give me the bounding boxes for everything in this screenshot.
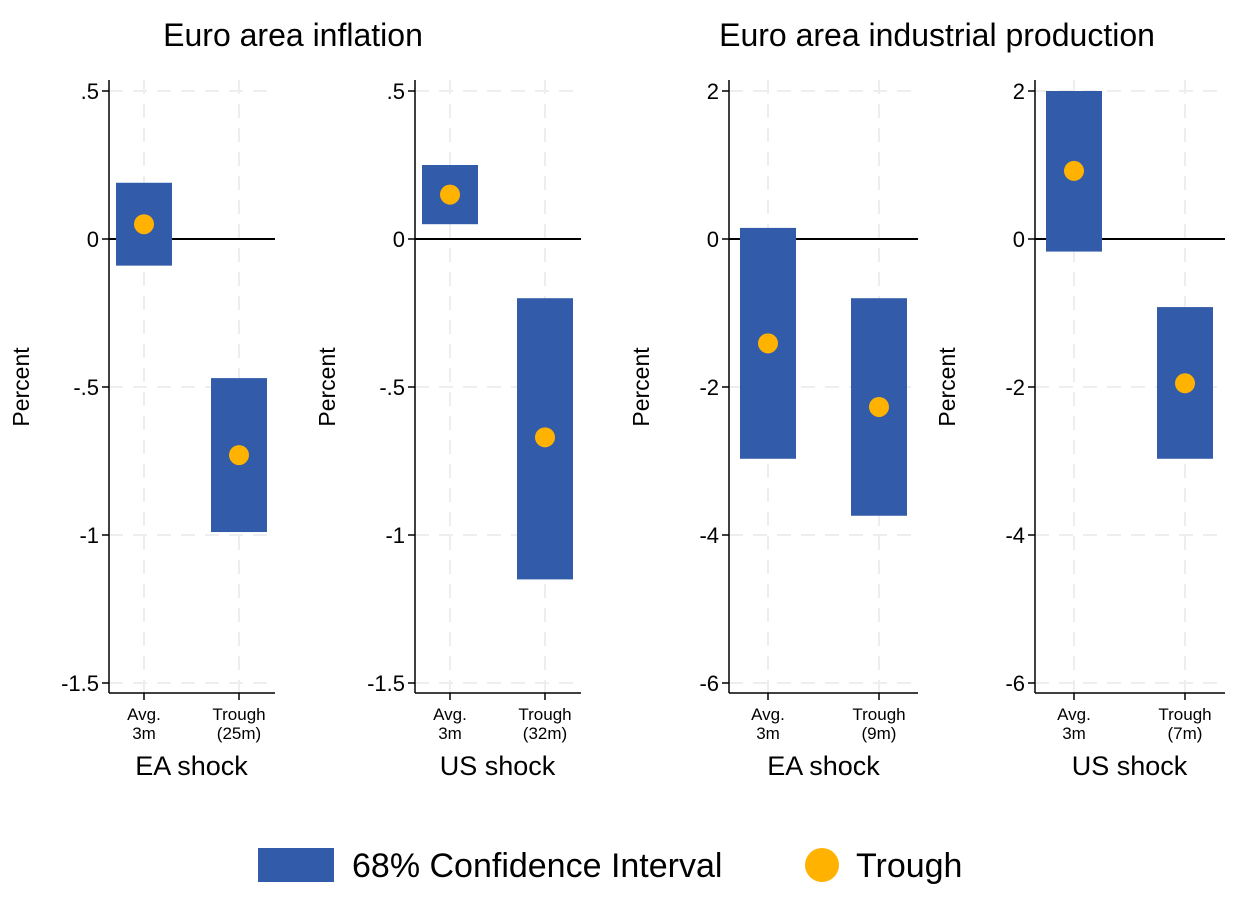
trough-point — [535, 427, 555, 448]
x-tick-label: Trough — [518, 705, 571, 724]
y-axis-title: Percent — [314, 347, 340, 427]
panel-3: 2 0 -2 -4 -6 Avg.3m Trough(9m) EA shock Percent — [628, 79, 918, 781]
y-tick-label: 0 — [1013, 227, 1025, 252]
x-tick-label: Trough — [212, 705, 265, 724]
x-tick-label: Trough — [1158, 705, 1211, 724]
trough-point — [1064, 160, 1084, 181]
y-tick-label: -1 — [79, 523, 99, 548]
x-axis-title: US shock — [440, 751, 556, 781]
y-tick-label: -2 — [1005, 375, 1025, 400]
y-tick-label: 2 — [707, 79, 719, 104]
y-tick-label: -4 — [699, 523, 719, 548]
x-tick-label: (7m) — [1168, 724, 1203, 743]
y-tick-label: 2 — [1013, 79, 1025, 104]
legend-ci-swatch — [258, 848, 334, 882]
panel-2: .5 0 -.5 -1 -1.5 Avg.3m Trough(32m) US shock Per… — [314, 79, 581, 781]
y-tick-label: -2 — [699, 375, 719, 400]
x-tick-label: Avg. — [433, 705, 467, 724]
x-tick-label: 3m — [1062, 724, 1086, 743]
x-axis-title: EA shock — [767, 751, 880, 781]
y-tick-label: -6 — [699, 671, 719, 696]
x-tick-label: 3m — [756, 724, 780, 743]
x-axis-title: US shock — [1072, 751, 1188, 781]
y-tick-label: -.5 — [379, 375, 405, 400]
y-axis-title: Percent — [8, 347, 34, 427]
trough-point — [1175, 373, 1195, 394]
y-tick-label: -1.5 — [367, 671, 405, 696]
y-axis-title: Percent — [628, 347, 654, 427]
y-tick-label: 0 — [87, 227, 99, 252]
trough-point — [229, 445, 249, 466]
y-tick-label: -6 — [1005, 671, 1025, 696]
trough-point — [134, 214, 154, 235]
y-tick-label: 0 — [707, 227, 719, 252]
x-tick-label: Avg. — [127, 705, 161, 724]
x-tick-label: 3m — [132, 724, 156, 743]
x-tick-label: Avg. — [751, 705, 785, 724]
trough-point — [440, 184, 460, 205]
y-tick-label: -1.5 — [61, 671, 99, 696]
x-tick-label: (25m) — [217, 724, 261, 743]
group-title-industrial-production: Euro area industrial production — [719, 17, 1155, 53]
trough-point — [758, 333, 778, 354]
x-tick-label: Trough — [852, 705, 905, 724]
x-tick-label: (9m) — [862, 724, 897, 743]
x-axis-title: EA shock — [135, 751, 248, 781]
y-tick-label: -1 — [385, 523, 405, 548]
y-axis-title: Percent — [934, 347, 960, 427]
legend-trough-marker — [805, 848, 839, 882]
y-tick-label: .5 — [81, 79, 99, 104]
x-tick-label: (32m) — [523, 724, 567, 743]
y-tick-label: 0 — [393, 227, 405, 252]
group-title-inflation: Euro area inflation — [163, 17, 423, 53]
x-tick-label: Avg. — [1057, 705, 1091, 724]
y-tick-label: -.5 — [73, 375, 99, 400]
legend: 68% Confidence Interval Trough — [258, 847, 962, 885]
y-tick-label: -4 — [1005, 523, 1025, 548]
panel-1: .5 0 -.5 -1 -1.5 Avg.3m Trough(25m) EA shock Per… — [8, 79, 275, 781]
legend-ci-label: 68% Confidence Interval — [352, 847, 722, 885]
legend-trough-label: Trough — [856, 847, 962, 885]
y-tick-label: .5 — [387, 79, 405, 104]
trough-point — [869, 396, 889, 417]
panel-4: 2 0 -2 -4 -6 Avg.3m Trough(7m) US shock Percent — [934, 79, 1225, 781]
x-tick-label: 3m — [438, 724, 462, 743]
